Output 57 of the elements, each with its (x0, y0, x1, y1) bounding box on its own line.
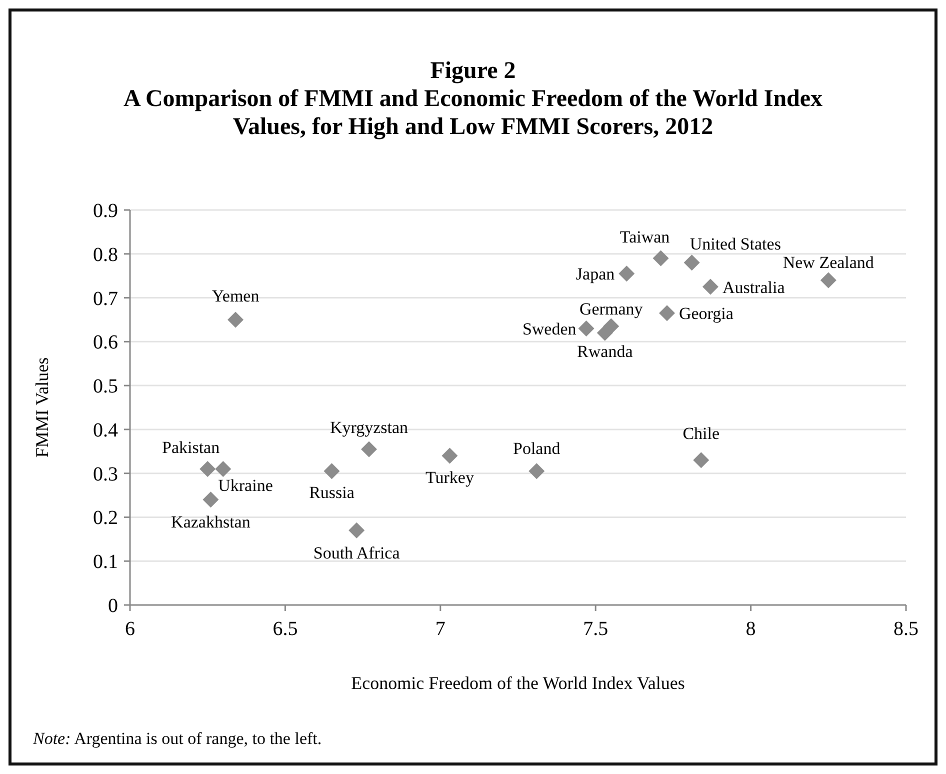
y-tick-label: 0.5 (93, 376, 118, 398)
x-tick-label: 8.5 (894, 618, 918, 640)
y-tick-label: 0.6 (93, 332, 118, 354)
point (658, 305, 675, 322)
x-axis-title: Economic Freedom of the World Index Values (351, 673, 685, 693)
chart-title: Figure 2 A Comparison of FMMI and Economic Freedom of the World Index Values, for High and Low FMMI Scorers, 2012 (123, 58, 823, 140)
annotation: Russia (309, 483, 355, 502)
y-tick-label: 0.8 (93, 244, 118, 266)
point (693, 452, 710, 468)
x-tick-label: 7.5 (583, 618, 608, 640)
annotation: Chile (682, 424, 720, 444)
point (442, 448, 458, 464)
annotation: Taiwan (620, 227, 670, 246)
annotation: Georgia (678, 304, 734, 324)
point (528, 463, 545, 480)
y-tick-label: 0.7 (93, 288, 118, 310)
point (200, 460, 216, 477)
point (578, 320, 594, 336)
point (348, 522, 365, 538)
point (215, 460, 232, 477)
point (202, 492, 219, 508)
annotation: Kyrgyzstan (330, 418, 409, 438)
text: Note: Argentina is out of range, to the left. (32, 729, 322, 748)
annotation: Poland (513, 439, 561, 458)
point (596, 324, 613, 341)
point (324, 463, 340, 480)
annotation: South Africa (313, 543, 400, 562)
point (684, 254, 700, 271)
annotation: New Zealand (782, 253, 874, 272)
annotation: Japan (576, 264, 616, 284)
point (361, 441, 378, 458)
x-tick-label: 8 (746, 618, 756, 640)
y-tick-label: 0.3 (93, 463, 118, 486)
y-axis-title: FMMI Values (32, 357, 52, 458)
y-tick-label: 0.4 (93, 419, 118, 442)
y-tick-label: 0.1 (93, 551, 118, 574)
annotation: Ukraine (218, 476, 273, 495)
annotation: Rwanda (577, 342, 634, 361)
x-tick-label: 7 (435, 618, 446, 640)
x-tick-label: 6 (125, 618, 135, 640)
annotation: Australia (722, 278, 786, 297)
y-tick-label: 0.2 (93, 507, 118, 530)
annotation: Pakistan (162, 438, 220, 457)
annotation: Yemen (212, 286, 260, 306)
y-tick-label: 0.9 (93, 200, 118, 222)
annotation: Germany (579, 299, 644, 318)
annotation: United States (690, 234, 781, 254)
x-tick-label: 6.5 (272, 618, 298, 640)
point (702, 278, 718, 295)
annotation: Sweden (522, 320, 577, 338)
point (618, 266, 635, 282)
annotation: Kazakhstan (171, 512, 251, 532)
annotation: Turkey (425, 468, 474, 487)
point (820, 272, 836, 288)
point (228, 312, 244, 328)
y-tick-label: 0 (108, 595, 118, 617)
point (652, 250, 669, 266)
